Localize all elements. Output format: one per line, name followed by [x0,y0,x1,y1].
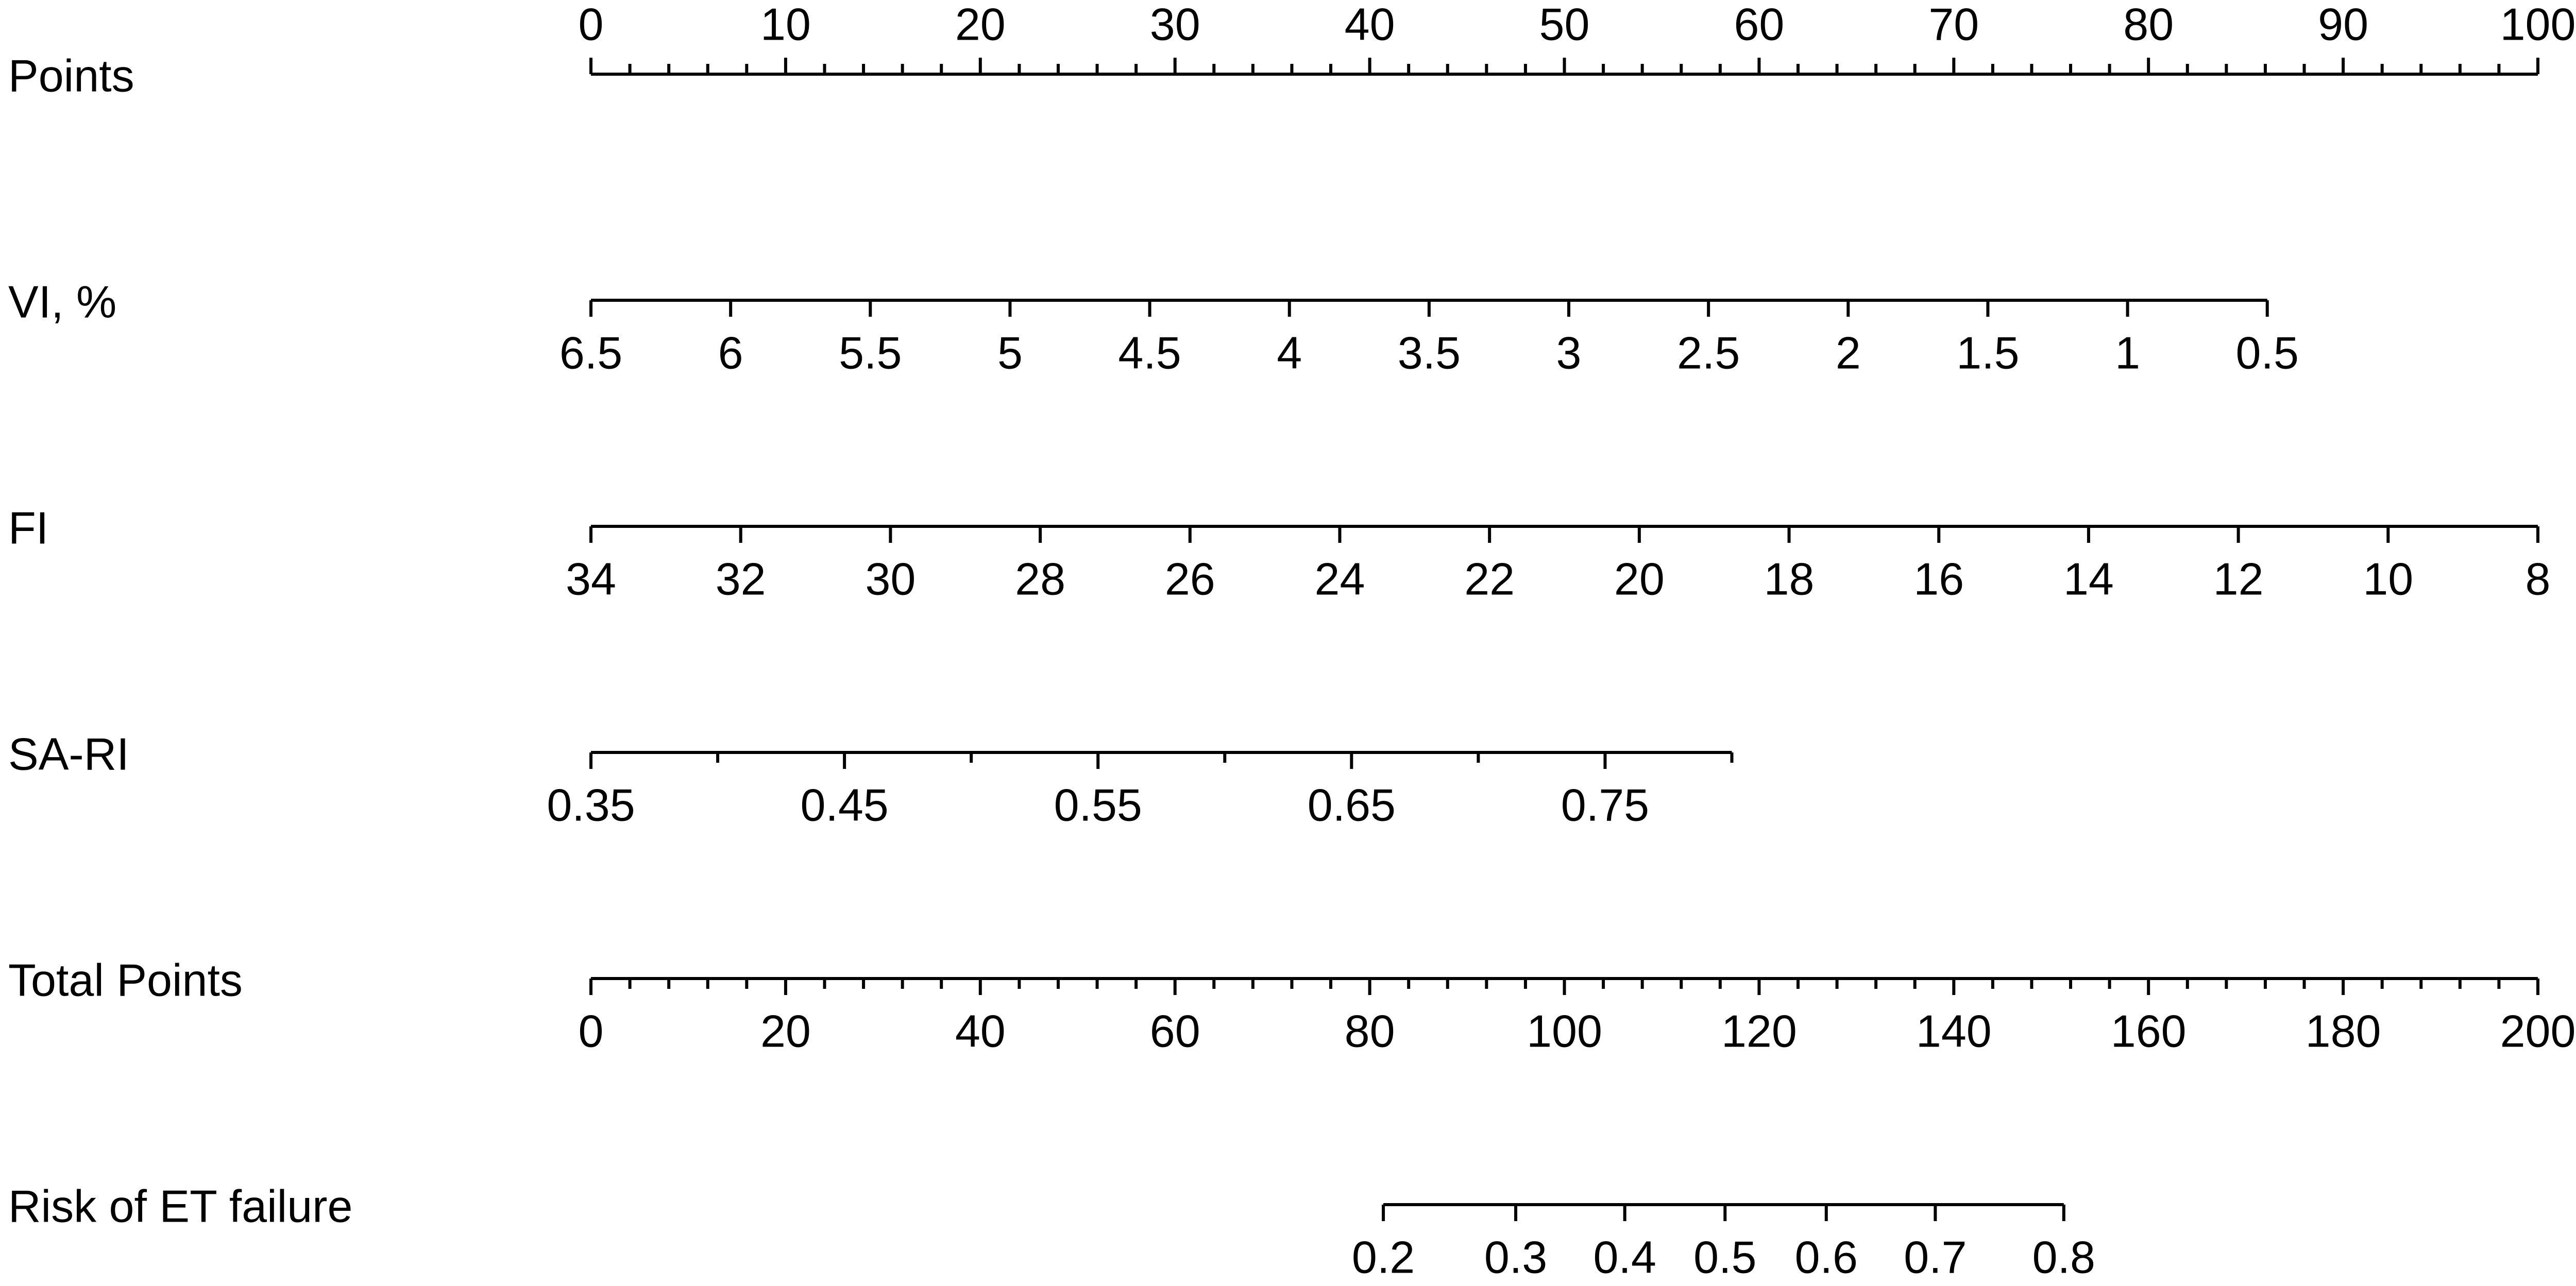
tick-label: 10 [2363,553,2413,604]
tick-label: 26 [1165,553,1215,604]
tick-label: 5 [997,327,1023,378]
tick-label: 2.5 [1677,327,1740,378]
tick-label: 80 [1345,1005,1395,1056]
tick-label: 0.55 [1054,779,1142,830]
tick-label: 0.8 [2032,1231,2095,1282]
tick-label: 80 [2123,0,2174,49]
tick-label: 6 [718,327,743,378]
tick-label: 28 [1015,553,1065,604]
tick-label: 90 [2318,0,2368,49]
tick-label: 60 [1734,0,1784,49]
tick-label: 30 [865,553,916,604]
tick-label: 100 [2500,0,2576,49]
tick-label: 22 [1464,553,1515,604]
tick-label: 18 [1764,553,1815,604]
tick-label: 1 [2115,327,2140,378]
tick-label: 0.5 [1693,1231,1756,1282]
tick-label: 200 [2500,1005,2576,1056]
tick-label: 5.5 [839,327,902,378]
tick-label: 0.7 [1904,1231,1967,1282]
tick-label: 0.75 [1561,779,1649,830]
tick-label: 160 [2111,1005,2187,1056]
tick-label: 2 [1836,327,1861,378]
scale-label: FI [8,502,48,553]
tick-label: 12 [2213,553,2264,604]
tick-label: 0 [579,1005,604,1056]
tick-label: 0.45 [800,779,888,830]
tick-label: 16 [1913,553,1964,604]
tick-label: 10 [760,0,811,49]
tick-label: 40 [955,1005,1006,1056]
tick-label: 70 [1928,0,1979,49]
tick-label: 60 [1150,1005,1200,1056]
tick-label: 6.5 [560,327,622,378]
tick-label: 120 [1721,1005,1797,1056]
scale-label: SA-RI [8,728,129,779]
tick-label: 0.35 [547,779,635,830]
tick-label: 0.6 [1795,1231,1858,1282]
tick-label: 40 [1345,0,1395,49]
tick-label: 0.2 [1352,1231,1415,1282]
tick-label: 180 [2306,1005,2381,1056]
tick-label: 50 [1539,0,1590,49]
tick-label: 140 [1916,1005,1992,1056]
scale-label: Points [8,50,134,101]
tick-label: 0 [579,0,604,49]
scale-label: Total Points [8,954,243,1005]
tick-label: 0.65 [1308,779,1396,830]
tick-label: 4 [1277,327,1302,378]
tick-label: 20 [760,1005,811,1056]
tick-label: 34 [566,553,616,604]
tick-label: 0.5 [2236,327,2299,378]
scale-label: VI, % [8,276,116,327]
tick-label: 0.4 [1593,1231,1656,1282]
tick-label: 32 [716,553,766,604]
tick-label: 24 [1315,553,1365,604]
tick-label: 8 [2526,553,2551,604]
tick-label: 3.5 [1398,327,1461,378]
tick-label: 4.5 [1118,327,1181,378]
tick-label: 0.3 [1484,1231,1547,1282]
tick-label: 20 [955,0,1006,49]
tick-label: 100 [1527,1005,1602,1056]
tick-label: 30 [1150,0,1200,49]
scale-label: Risk of ET failure [8,1180,352,1231]
tick-label: 3 [1556,327,1582,378]
tick-label: 20 [1614,553,1665,604]
tick-label: 1.5 [1956,327,2019,378]
tick-label: 14 [2063,553,2114,604]
